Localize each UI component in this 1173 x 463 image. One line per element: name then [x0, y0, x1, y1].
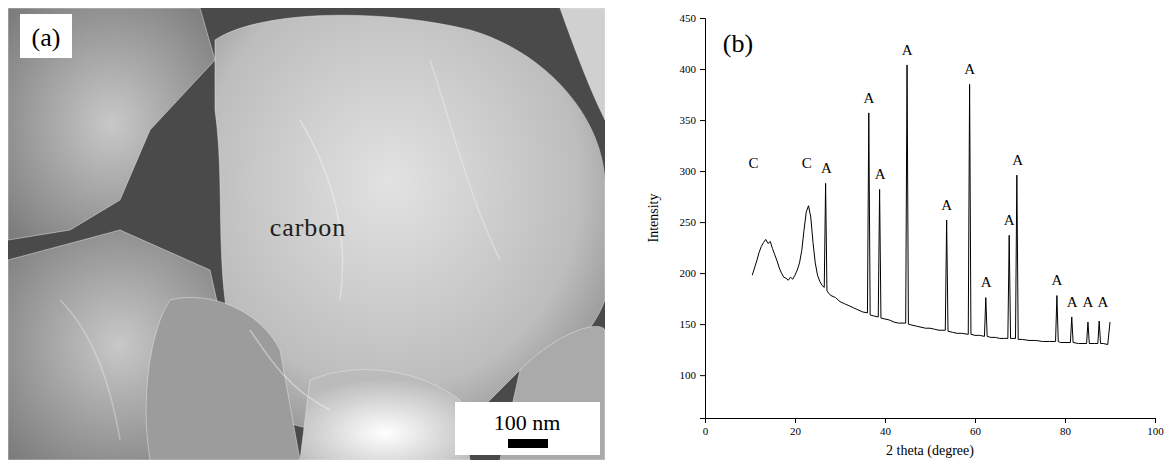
y-tick-label: 150: [680, 318, 697, 330]
panel-label: (b): [723, 29, 753, 58]
sem-particle: [8, 8, 215, 240]
xrd-line: [752, 65, 1110, 345]
peak-label: A: [1004, 212, 1015, 228]
x-tick-mark: [1065, 418, 1066, 423]
y-tick-mark: [700, 18, 705, 19]
y-tick-label: 400: [680, 63, 697, 75]
sem-crease: [430, 60, 500, 260]
peak-label: A: [863, 90, 874, 106]
y-axis-title: Intensity: [646, 194, 661, 243]
x-tick-label: 100: [1147, 425, 1164, 437]
x-axis-title: 2 theta (degree): [886, 443, 974, 459]
sem-background: [8, 8, 605, 460]
x-tick-mark: [885, 418, 886, 423]
y-tick-mark: [700, 120, 705, 121]
x-tick: 0: [703, 418, 709, 437]
panel-label-box: [20, 14, 72, 58]
peak-labels: CCAAAAAAAAAAAAA: [749, 42, 1109, 310]
peak-label: A: [1083, 294, 1094, 310]
x-tick: 40: [880, 418, 892, 437]
sem-particle: [300, 370, 470, 460]
y-tick-mark: [700, 222, 705, 223]
sem-crease: [300, 120, 343, 300]
peak-label: C: [749, 155, 759, 171]
annotation: carbon: [270, 213, 347, 242]
y-tick: 400: [680, 63, 706, 75]
x-tick-label: 40: [880, 425, 892, 437]
peak-label: A: [981, 274, 992, 290]
sem-particle: [560, 8, 605, 120]
y-tick-mark: [700, 69, 705, 70]
peak-label: A: [1051, 272, 1062, 288]
y-tick-label: 350: [680, 114, 697, 126]
y-tick-mark: [700, 171, 705, 172]
y-tick: 450: [680, 12, 706, 24]
y-tick-label: 100: [680, 369, 697, 381]
y-tick: 250: [680, 216, 706, 228]
scale-bar-label: 100 nm: [494, 410, 561, 435]
sem-image: [8, 8, 605, 460]
peak-label: A: [1067, 294, 1078, 310]
y-tick-label: 250: [680, 216, 697, 228]
y-axis-line: [700, 19, 706, 419]
x-tick-mark: [975, 418, 976, 423]
peak-label: A: [1012, 152, 1023, 168]
figure: (a) carbon 100 nm 0 20 40 60 80 100 100 150 200 250 3…: [0, 0, 1173, 463]
peak-label: A: [875, 166, 886, 182]
x-axis-line: [706, 419, 1156, 424]
y-tick: 200: [680, 267, 706, 279]
y-tick-label: 200: [680, 267, 697, 279]
peak-label: A: [902, 42, 913, 58]
x-tick-label: 0: [703, 425, 709, 437]
plot-area: [752, 65, 1110, 345]
scale-bar-box: [455, 402, 600, 455]
y-tick: 100: [680, 369, 706, 381]
peak-label: A: [964, 61, 975, 77]
sem-crease: [250, 330, 330, 410]
x-axis: 0 20 40 60 80 100: [703, 418, 1165, 437]
x-tick-label: 60: [970, 425, 982, 437]
peak-label: A: [941, 197, 952, 213]
x-tick-label: 80: [1060, 425, 1072, 437]
y-tick-mark: [700, 273, 705, 274]
x-tick-mark: [795, 418, 796, 423]
panel-a: (a) carbon 100 nm: [8, 8, 605, 460]
y-tick-label: 300: [680, 165, 697, 177]
sem-particle: [146, 297, 300, 460]
y-tick-mark: [700, 375, 705, 376]
x-tick-mark: [1155, 418, 1156, 423]
panel-label: (a): [32, 23, 61, 52]
peak-label: A: [1097, 294, 1108, 310]
x-tick: 100: [1147, 418, 1164, 437]
sem-crease: [60, 300, 120, 440]
x-tick-label: 20: [790, 425, 802, 437]
y-tick-mark: [700, 324, 705, 325]
y-tick: 150: [680, 318, 706, 330]
x-tick: 20: [790, 418, 802, 437]
scale-bar: [508, 439, 548, 448]
peak-label: A: [821, 160, 832, 176]
y-tick-label: 450: [680, 12, 697, 24]
y-tick: 350: [680, 114, 706, 126]
y-axis: 100 150 200 250 300 350 400 450: [680, 12, 706, 418]
x-tick: 60: [970, 418, 982, 437]
peak-label: C: [802, 155, 812, 171]
panel-b: 0 20 40 60 80 100 100 150 200 250 300 350 400 450 2 th…: [646, 12, 1164, 459]
x-tick: 80: [1060, 418, 1072, 437]
y-tick: 300: [680, 165, 706, 177]
